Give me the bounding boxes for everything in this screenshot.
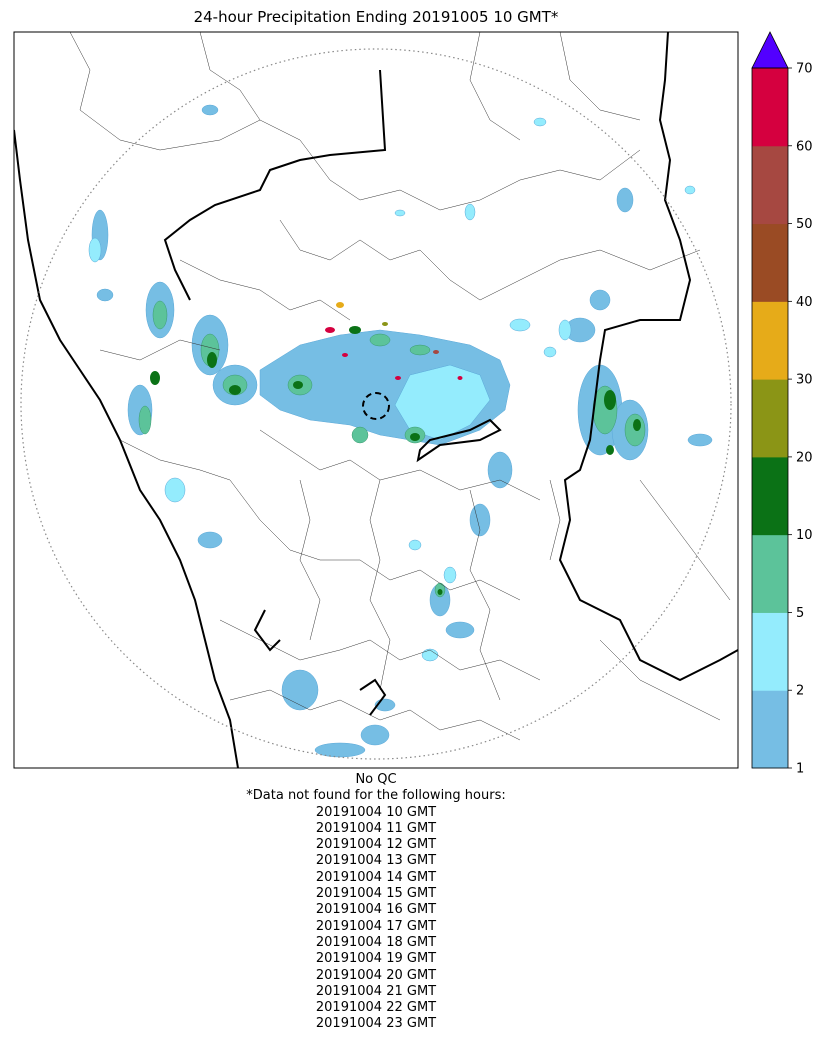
radar-range-ring <box>20 48 732 760</box>
missing-hour-14: 20191004 23 GMT <box>315 1016 437 1032</box>
precip-heavy <box>325 302 463 380</box>
district-boundaries <box>69 32 731 741</box>
colorbar-tick-label: 70 <box>796 62 813 77</box>
colorbar-frame <box>751 67 789 769</box>
missing-hour-2: 20191004 11 GMT <box>315 820 437 836</box>
colorbar-extend-arrow <box>751 31 789 69</box>
colorbar-bin-1 <box>752 690 788 769</box>
colorbar-bin-6 <box>752 301 788 380</box>
missing-hour-9: 20191004 18 GMT <box>315 934 437 950</box>
missing-hour-10: 20191004 19 GMT <box>315 951 437 967</box>
precip-dark-green <box>150 326 641 595</box>
colorbar-tick-label: 30 <box>796 373 813 388</box>
colorbar-tick-label: 20 <box>796 450 813 465</box>
notes-block: No QC *Data not found for the following … <box>14 772 738 1033</box>
colorbar-bin-3 <box>752 534 788 613</box>
map-title: 24-hour Precipitation Ending 20191005 10… <box>193 8 559 26</box>
missing-hour-3: 20191004 12 GMT <box>315 837 437 853</box>
missing-hour-5: 20191004 14 GMT <box>315 869 437 885</box>
colorbar-bin-8 <box>752 145 788 225</box>
missing-hour-4: 20191004 13 GMT <box>315 853 437 869</box>
colorbar-bin-5 <box>752 379 788 458</box>
missing-hour-12: 20191004 21 GMT <box>315 983 437 999</box>
missing-header: *Data not found for the following hours: <box>246 788 506 804</box>
colorbar-bin-4 <box>752 456 788 536</box>
colorbar: 1 2 5 10 20 30 40 50 60 70 <box>751 31 813 777</box>
precip-cyan <box>88 117 696 662</box>
colorbar-tick-label: 5 <box>796 606 804 621</box>
missing-hour-11: 20191004 20 GMT <box>315 967 437 983</box>
colorbar-bin-9 <box>752 68 788 147</box>
missing-hour-8: 20191004 17 GMT <box>315 918 437 934</box>
missing-hour-1: 20191004 10 GMT <box>315 804 437 820</box>
colorbar-bin-7 <box>752 223 788 302</box>
colorbar-bin-2 <box>752 612 788 691</box>
state-boundaries <box>14 32 738 768</box>
missing-hour-7: 20191004 16 GMT <box>315 902 437 918</box>
missing-hour-6: 20191004 15 GMT <box>315 886 437 902</box>
colorbar-tick-label: 2 <box>796 684 804 699</box>
radar-site-marker <box>362 392 390 420</box>
qc-label: No QC <box>355 772 397 787</box>
missing-hour-13: 20191004 22 GMT <box>315 1000 437 1016</box>
colorbar-tick-label: 1 <box>796 762 804 777</box>
colorbar-tick-label: 50 <box>796 217 813 232</box>
colorbar-tick-label: 10 <box>796 528 813 543</box>
map-frame <box>13 31 739 769</box>
colorbar-tick-label: 40 <box>796 295 813 310</box>
colorbar-tick-label: 60 <box>796 139 813 154</box>
